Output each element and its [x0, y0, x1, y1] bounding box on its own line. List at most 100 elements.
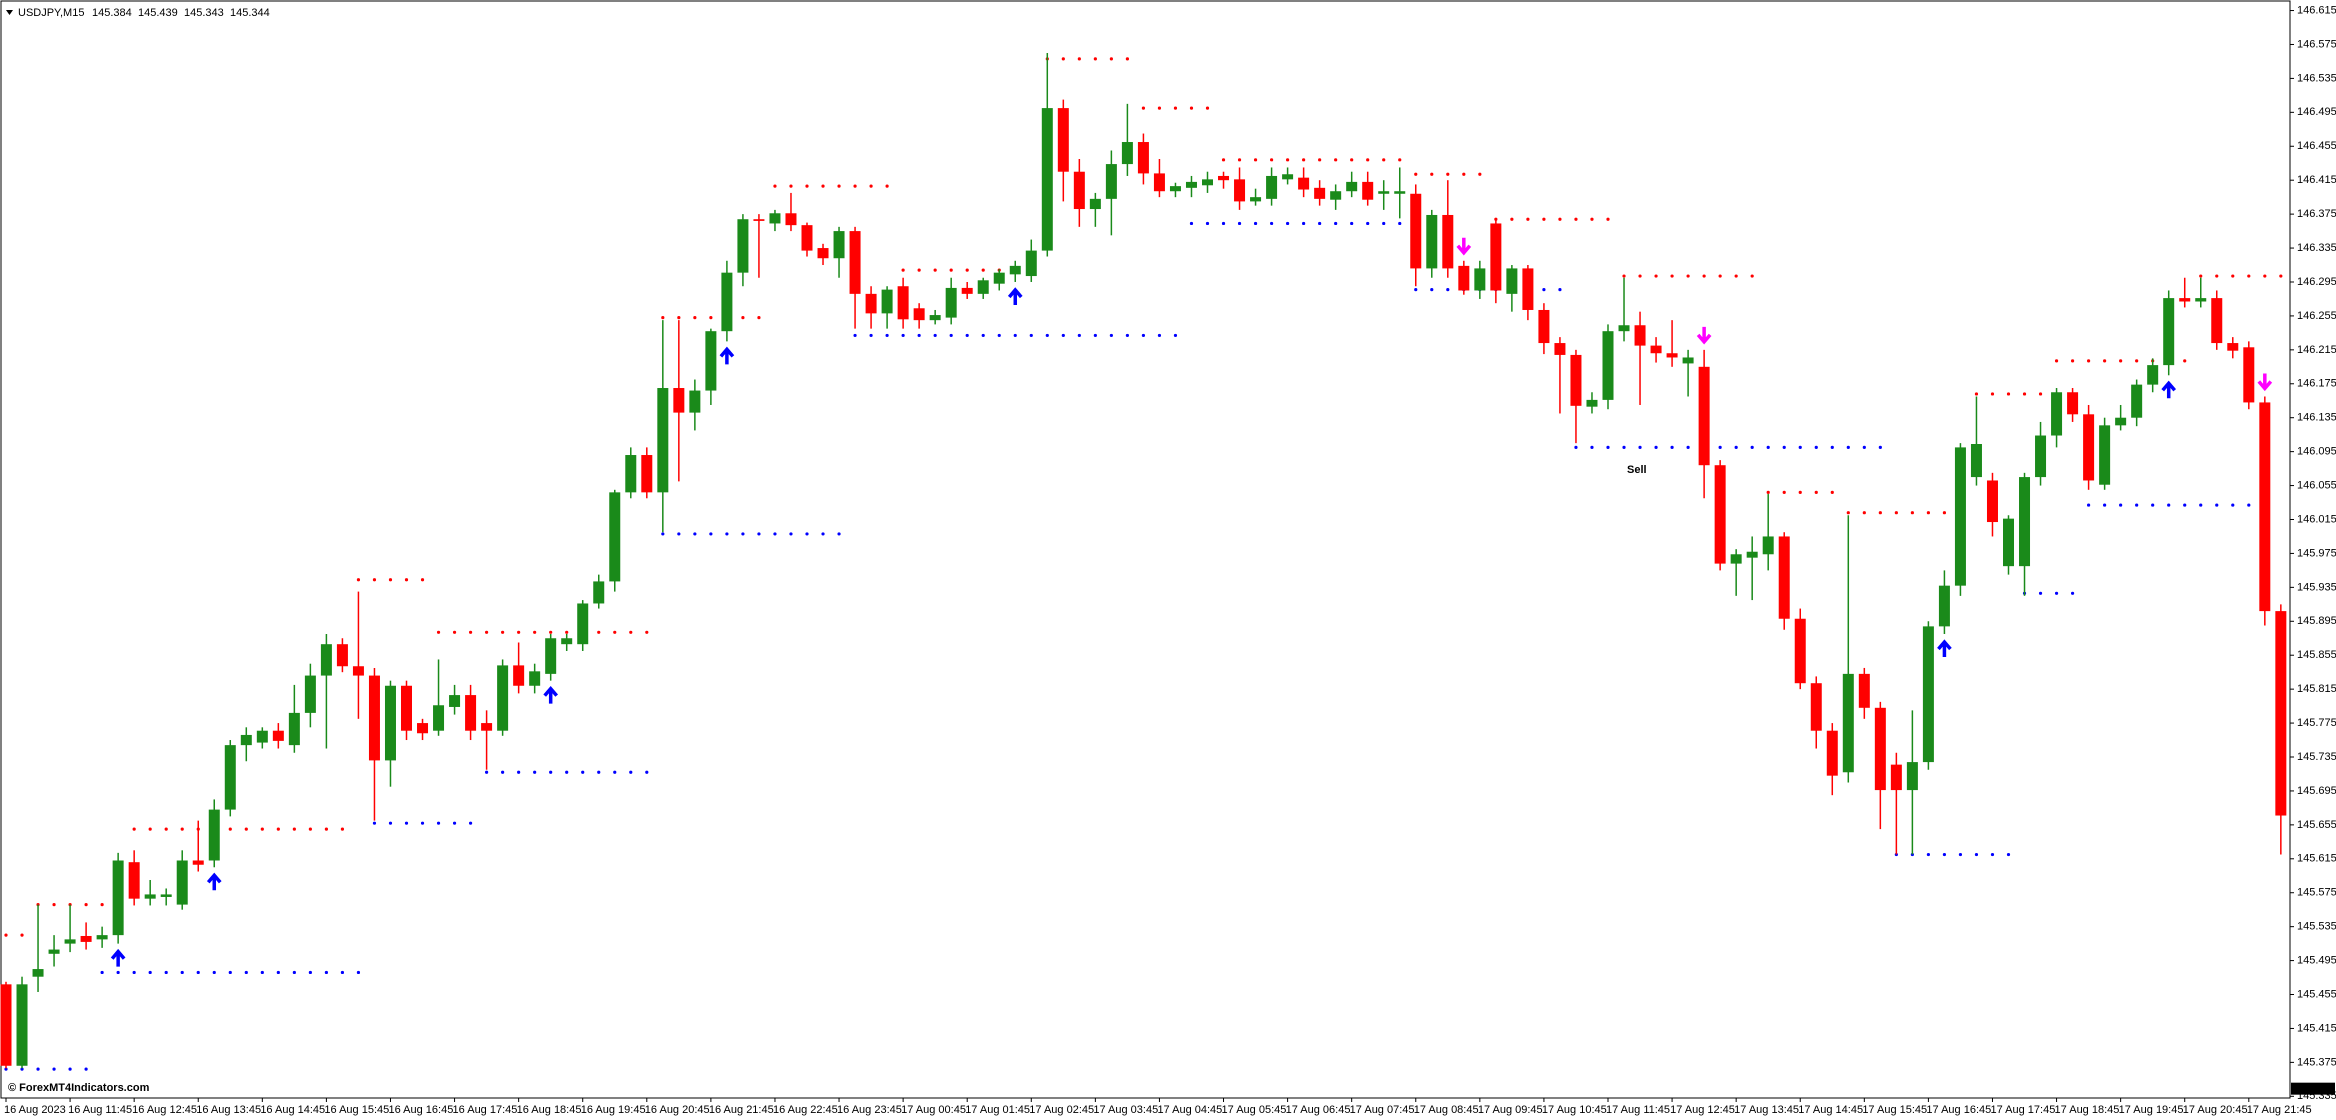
candle-body: [913, 308, 925, 321]
candle-body: [1057, 108, 1069, 172]
candle-body: [1298, 177, 1310, 190]
x-tick-label: 16 Aug 19:45: [581, 1104, 646, 1116]
candle-body: [1009, 265, 1021, 275]
candle-body: [609, 492, 621, 582]
candle-body: [1986, 480, 1998, 523]
y-tick-label: 146.415: [2297, 174, 2336, 186]
candle-body: [1330, 191, 1342, 200]
quote-value: 145.384: [92, 7, 132, 19]
y-tick-label: 146.575: [2297, 38, 2336, 50]
candle-body: [737, 219, 749, 273]
candle-body: [993, 272, 1005, 284]
candle-body: [224, 745, 236, 810]
candle-body: [336, 644, 348, 667]
y-tick-label: 146.015: [2297, 513, 2336, 525]
x-tick-label: 16 Aug 11:45: [68, 1104, 132, 1116]
y-tick-label: 145.455: [2297, 988, 2336, 1000]
candle-body: [433, 705, 445, 731]
candle-body: [2019, 477, 2031, 567]
y-tick-label: 145.895: [2297, 615, 2336, 627]
candle-body: [1089, 198, 1101, 210]
last-price-label: 145.344: [2295, 1083, 2335, 1095]
candle-body: [1169, 186, 1181, 192]
x-tick-label: 17 Aug 17:45: [1990, 1104, 2055, 1116]
candle-body: [1426, 214, 1438, 269]
candle-body: [1202, 179, 1213, 186]
candle-body: [2035, 435, 2047, 478]
x-tick-label: 16 Aug 21:45: [709, 1104, 774, 1116]
x-tick-label: 16 Aug 16:45: [388, 1104, 453, 1116]
candle-body: [176, 860, 188, 905]
x-tick-label: 17 Aug 04:45: [1157, 1104, 1222, 1116]
candle-body: [417, 723, 429, 734]
x-tick-label: 16 Aug 20:45: [645, 1104, 710, 1116]
candle-body: [1634, 325, 1646, 346]
candle-body: [1618, 325, 1630, 332]
candle-body: [320, 644, 332, 676]
candle-body: [384, 685, 396, 761]
candle-body: [593, 581, 605, 604]
candle-body: [673, 388, 685, 413]
candle-body: [1954, 447, 1966, 586]
quote-value: 145.344: [230, 7, 270, 19]
x-tick-label: 16 Aug 14:45: [260, 1104, 325, 1116]
candle-body: [352, 666, 364, 676]
candle-body: [240, 734, 252, 746]
candle-body: [481, 723, 493, 731]
candle-body: [1266, 175, 1278, 199]
candle-body: [128, 862, 140, 899]
candle-body: [2147, 365, 2159, 385]
y-tick-label: 145.695: [2297, 785, 2336, 797]
candle-body: [1234, 179, 1246, 202]
candle-body: [2243, 347, 2255, 403]
candle-body: [1185, 181, 1197, 188]
x-tick-label: 17 Aug 18:45: [2055, 1104, 2120, 1116]
candle-body: [657, 388, 669, 493]
candle-body: [2195, 298, 2207, 302]
y-tick-label: 146.295: [2297, 276, 2336, 288]
sell-annotation: Sell: [1627, 464, 1647, 476]
x-tick-label: 16 Aug 2023: [4, 1104, 66, 1116]
candle-body: [1682, 357, 1694, 364]
buy-arrow: [719, 346, 735, 365]
x-tick-label: 17 Aug 19:45: [2119, 1104, 2184, 1116]
candle-body: [1025, 250, 1037, 277]
candle-body: [785, 213, 797, 226]
candle-body: [641, 455, 653, 493]
x-tick-label: 17 Aug 07:45: [1350, 1104, 1415, 1116]
candle-body: [945, 287, 957, 318]
quote-value: 145.439: [138, 7, 178, 19]
candle-body: [1378, 191, 1390, 194]
candle-body: [2275, 611, 2287, 816]
buy-arrow: [110, 948, 126, 967]
candle-body: [1041, 108, 1053, 251]
y-tick-label: 146.615: [2297, 4, 2336, 16]
candle-body: [2051, 392, 2063, 436]
x-tick-label: 16 Aug 17:45: [453, 1104, 518, 1116]
x-tick-label: 17 Aug 06:45: [1286, 1104, 1351, 1116]
quote-value: 145.343: [184, 7, 224, 19]
y-tick-label: 145.935: [2297, 581, 2336, 593]
candle-body: [977, 280, 989, 294]
candle-body: [2163, 298, 2175, 366]
candle-body: [1153, 173, 1165, 192]
y-tick-label: 146.095: [2297, 446, 2336, 458]
y-tick-label: 145.375: [2297, 1056, 2336, 1068]
candle-body: [2179, 298, 2191, 302]
x-tick-label: 17 Aug 02:45: [1029, 1104, 1094, 1116]
buy-arrow: [1007, 287, 1023, 305]
candle-body: [497, 665, 509, 731]
candle-body: [208, 809, 220, 861]
candle-body: [801, 225, 813, 251]
candle-body: [192, 860, 204, 865]
candle-body: [1970, 444, 1982, 478]
candle-body: [368, 675, 380, 761]
candle-body: [272, 730, 284, 741]
y-tick-label: 145.655: [2297, 819, 2336, 831]
candle-body: [2131, 384, 2143, 418]
candle-body: [48, 949, 60, 954]
candle-body: [1105, 164, 1117, 199]
y-tick-label: 146.375: [2297, 208, 2336, 220]
